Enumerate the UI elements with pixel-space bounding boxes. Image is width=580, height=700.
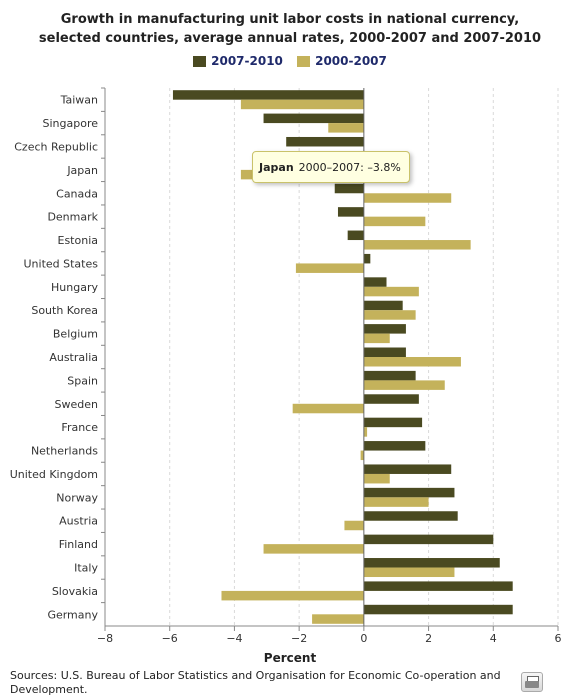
category-label: Sweden [55,398,98,411]
legend-label-2007-2010: 2007-2010 [211,54,283,68]
bar [363,511,458,521]
category-label: Italy [74,562,98,575]
bar [363,193,452,203]
bar [344,520,364,531]
print-button[interactable] [521,672,543,692]
bar [363,567,455,578]
legend-swatch-2007-2010 [193,55,207,67]
bar [363,394,419,404]
bar [263,544,364,554]
bar [363,216,426,227]
chart-title: Growth in manufacturing unit labor costs… [0,10,580,48]
bar [360,450,364,461]
chart-title-line1: Growth in manufacturing unit labor costs… [60,12,520,27]
legend-swatch-2000-2007 [297,55,311,67]
bar [363,417,423,428]
bar [334,183,364,194]
legend-item-2000-2007[interactable]: 2000-2007 [297,54,387,68]
tooltip-text: 2000–2007: –3.8% [298,160,401,174]
category-label: Germany [47,608,98,621]
category-label: France [61,421,98,434]
bar [363,300,403,311]
bar [363,324,406,334]
x-tick-label: 6 [555,632,562,645]
category-label: Hungary [51,281,98,294]
legend: 2007-2010 2000-2007 [0,54,580,70]
bar [363,310,416,320]
bar [363,487,455,498]
bar [363,357,461,367]
bar [363,441,426,451]
x-tick-label: −4 [226,632,242,645]
bar [363,581,513,591]
bar [295,263,364,273]
category-label: Australia [49,351,98,364]
bar [363,558,500,568]
bar [363,604,513,615]
bar [172,90,364,100]
bar [363,464,452,474]
bar [286,136,364,147]
category-label: Czech Republic [14,140,98,153]
bar [363,534,494,545]
bar [363,497,429,507]
bar [263,113,364,124]
category-label: Spain [67,374,98,387]
bar [363,253,371,264]
x-tick-label: 2 [425,632,432,645]
legend-item-2007-2010[interactable]: 2007-2010 [193,54,283,68]
bar [240,99,364,110]
category-label: Japan [66,164,98,177]
x-axis-label: Percent [263,651,317,665]
x-tick-label: −6 [162,632,178,645]
print-icon [525,681,539,688]
category-label: Belgium [53,328,98,341]
bar [363,240,471,250]
tooltip: Japan 2000–2007: –3.8% [252,151,410,183]
category-label: Denmark [47,211,98,224]
bar [347,230,364,241]
category-label: Slovakia [52,585,98,598]
x-tick-label: 4 [490,632,497,645]
category-label: United Kingdom [10,468,98,481]
legend-label-2000-2007: 2000-2007 [315,54,387,68]
bar [337,207,364,217]
tooltip-country: Japan [259,160,294,174]
x-tick-label: −8 [97,632,113,645]
category-label: Taiwan [60,94,98,107]
source-note: Sources: U.S. Bureau of Labor Statistics… [10,669,501,696]
bar [328,123,364,133]
bar [363,473,390,484]
chart-title-line2: selected countries, average annual rates… [38,31,542,46]
bar [363,380,445,390]
category-label: Norway [56,491,98,504]
bar [363,347,406,357]
bar [363,333,390,344]
category-label: Finland [59,538,98,551]
bar [292,403,364,414]
bar [221,590,364,601]
x-tick-label: −2 [291,632,307,645]
category-label: Canada [56,187,98,200]
category-label: Netherlands [31,445,98,458]
category-label: Estonia [58,234,99,247]
category-label: Singapore [43,117,99,130]
category-label: Austria [59,515,98,528]
bar [363,277,387,287]
category-label: South Korea [31,304,98,317]
x-tick-label: 0 [360,632,367,645]
category-label: United States [24,257,99,270]
bar [363,427,368,437]
bar [312,614,364,624]
bar [363,370,416,381]
bar [363,286,419,297]
